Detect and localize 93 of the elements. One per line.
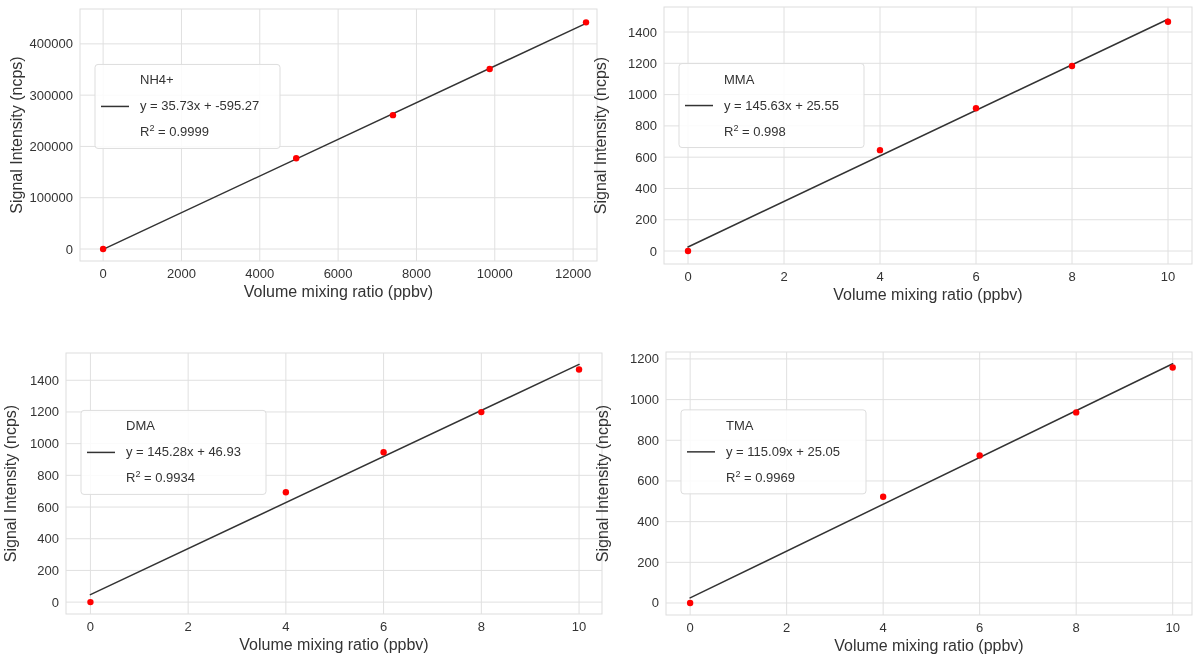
y-tick-label: 1000 — [628, 87, 657, 103]
x-tick-label: 12000 — [555, 266, 592, 281]
y-tick-label: 600 — [37, 499, 59, 515]
legend-label: y = 35.73x + -595.27 — [140, 98, 260, 114]
x-tick-label: 8 — [1068, 269, 1076, 284]
point — [389, 111, 397, 119]
y-tick-label: 200 — [37, 562, 59, 578]
y-tick-label: 1400 — [628, 24, 657, 40]
point — [582, 19, 590, 26]
x-tick-label: 2 — [780, 269, 788, 284]
y-axis-title: Signal Intensity (ncps) — [8, 56, 25, 214]
x-axis-title: Volume mixing ratio (ppbv) — [833, 286, 1023, 303]
x-tick-label: 8000 — [401, 266, 431, 281]
x-tick-label: 10000 — [476, 266, 513, 281]
point — [478, 408, 485, 416]
y-tick-label: 200000 — [29, 138, 73, 154]
y-tick-label: 0 — [65, 241, 73, 257]
x-tick-label: 10 — [1160, 269, 1176, 284]
point — [1068, 62, 1076, 70]
y-axis-title: Signal Intensity (ncps) — [594, 404, 611, 563]
legend-title: MMA — [724, 71, 755, 87]
point — [879, 493, 887, 501]
x-axis-title: Volume mixing ratio (ppbv) — [834, 637, 1024, 654]
legend-title: DMA — [126, 418, 156, 434]
y-tick-label: 400000 — [29, 36, 73, 52]
x-tick-label: 0 — [684, 269, 692, 284]
x-tick-label: 8 — [1072, 620, 1080, 635]
point — [876, 146, 884, 154]
y-tick-label: 600 — [637, 473, 659, 489]
annotation: R$^{2}$ = 0.9999 — [140, 123, 210, 140]
annotation: R$^{2}$ = 0.9969 — [726, 468, 796, 485]
point — [486, 65, 493, 73]
legend-label: y = 145.28x + 46.93 — [126, 444, 241, 460]
y-tick-label: 800 — [635, 118, 657, 134]
y-tick-label: 1200 — [630, 351, 659, 367]
y-tick-label: 1400 — [30, 372, 59, 388]
y-tick-label: 1200 — [30, 404, 59, 420]
annotation: R$^{2}$ = 0.998 — [724, 122, 786, 139]
x-tick-label: 10 — [571, 619, 587, 634]
x-tick-label: 4 — [879, 620, 887, 635]
y-tick-label: 800 — [637, 432, 659, 448]
x-tick-label: 6 — [379, 619, 388, 634]
x-tick-label: 4 — [282, 619, 290, 634]
y-axis-title: Signal Intensity (ncps) — [2, 404, 19, 563]
y-axis-title: Signal Intensity (ncps) — [592, 56, 609, 215]
y-tick-label: 400 — [637, 514, 659, 530]
legend-title: NH4+ — [140, 72, 174, 88]
point — [380, 449, 387, 456]
x-tick-label: 6 — [972, 269, 980, 284]
y-tick-label: 400 — [37, 531, 59, 547]
y-tick-label: 200 — [635, 212, 657, 228]
y-tick-label: 1000 — [30, 436, 59, 452]
x-axis-title: Volume mixing ratio (ppbv) — [239, 636, 429, 653]
y-tick-label: 0 — [651, 595, 659, 611]
y-tick-label: 800 — [37, 467, 59, 483]
x-tick-label: 0 — [86, 619, 95, 634]
point — [1169, 364, 1176, 371]
x-tick-label: 10 — [1165, 620, 1180, 635]
x-tick-label: 8 — [477, 619, 485, 634]
point — [293, 155, 300, 162]
y-tick-label: 0 — [51, 594, 59, 610]
x-tick-label: 6 — [976, 620, 984, 635]
point — [575, 366, 583, 373]
x-tick-label: 6000 — [323, 266, 353, 281]
annotation: R$^{2}$ = 0.9934 — [126, 469, 196, 486]
point — [1164, 18, 1172, 25]
x-tick-label: 2 — [184, 619, 192, 634]
legend-label: y = 115.09x + 25.05 — [726, 443, 840, 459]
point — [99, 245, 107, 253]
point — [972, 105, 980, 112]
point — [1072, 409, 1080, 416]
point — [686, 599, 694, 607]
point — [282, 489, 290, 496]
legend-label: y = 145.63x + 25.55 — [724, 97, 839, 113]
y-tick-label: 300000 — [29, 87, 73, 103]
x-tick-label: 0 — [686, 620, 694, 635]
point — [684, 247, 692, 255]
x-tick-label: 2000 — [166, 266, 196, 281]
y-tick-label: 0 — [649, 243, 657, 259]
x-tick-label: 2 — [783, 620, 791, 635]
x-tick-label: 0 — [99, 266, 107, 281]
point — [976, 452, 983, 459]
x-axis-title: Volume mixing ratio (ppbv) — [243, 283, 434, 300]
legend-title: TMA — [726, 417, 754, 433]
y-tick-label: 100000 — [29, 190, 73, 206]
y-tick-label: 400 — [635, 180, 657, 196]
y-tick-label: 1000 — [630, 392, 659, 408]
y-tick-label: 600 — [635, 149, 657, 165]
x-tick-label: 4000 — [245, 266, 275, 281]
point — [87, 598, 94, 606]
y-tick-label: 200 — [637, 554, 659, 570]
y-tick-label: 1200 — [628, 55, 657, 71]
x-tick-label: 4 — [876, 269, 884, 284]
